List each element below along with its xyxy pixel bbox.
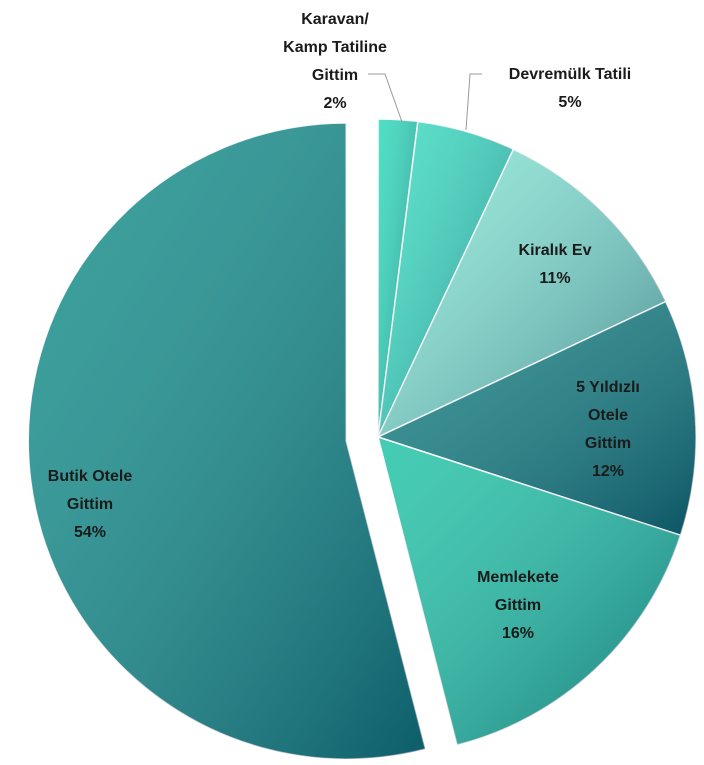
slice-label: Karavan/ Kamp Tatiline Gittim 2% <box>283 6 387 118</box>
category: Devremülk Tatili <box>508 66 632 83</box>
slice-label: Butik Otele Gittim 54% <box>48 463 132 547</box>
category: Karavan/ Kamp Tatiline Gittim <box>283 11 387 84</box>
percent: 54% <box>73 524 107 541</box>
percent: 16% <box>501 625 535 642</box>
slice-label: Memlekete Gittim 16% <box>477 564 559 648</box>
leader-line <box>465 73 482 131</box>
percent: 11% <box>539 270 571 287</box>
category: 5 Yıldızlı Otele Gittim <box>576 379 640 452</box>
category: Memlekete Gittim <box>477 569 559 614</box>
category: Butik Otele Gittim <box>47 468 133 513</box>
slice-label: Kiralık Ev 11% <box>519 237 592 293</box>
slice-label: Devremülk Tatili 5% <box>509 61 631 117</box>
slice-label: 5 Yıldızlı Otele Gittim 12% <box>560 374 656 486</box>
percent: 2% <box>323 95 347 112</box>
leader-line <box>368 73 403 123</box>
percent: 12% <box>591 463 625 480</box>
percent: 5% <box>558 94 582 111</box>
pie-slice <box>27 122 427 760</box>
category: Kiralık Ev <box>518 242 592 259</box>
